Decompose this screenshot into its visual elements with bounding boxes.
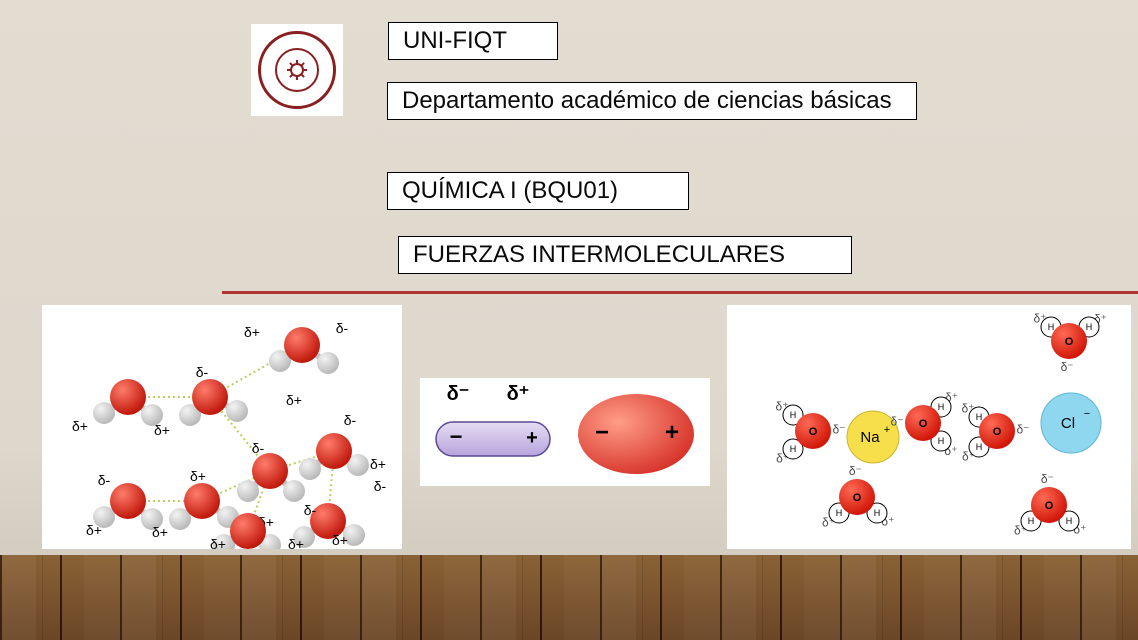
svg-text:H: H xyxy=(1028,516,1035,526)
svg-text:δ-: δ- xyxy=(374,478,387,494)
svg-text:O: O xyxy=(809,426,818,438)
svg-text:δ⁻: δ⁻ xyxy=(1016,423,1029,437)
logo-seal xyxy=(258,31,336,109)
svg-text:δ⁻: δ⁻ xyxy=(1061,360,1074,374)
svg-text:H: H xyxy=(976,442,983,452)
svg-text:H: H xyxy=(938,436,945,446)
course-code: QUÍMICA I (BQU01) xyxy=(387,172,689,210)
svg-text:H: H xyxy=(836,508,843,518)
topic-title: FUERZAS INTERMOLECULARES xyxy=(398,236,852,274)
floor-texture xyxy=(0,555,1138,640)
svg-text:δ⁻: δ⁻ xyxy=(849,464,862,478)
svg-text:O: O xyxy=(1045,500,1054,512)
svg-text:O: O xyxy=(1065,336,1074,348)
svg-text:δ⁻: δ⁻ xyxy=(447,383,470,405)
svg-text:δ-: δ- xyxy=(336,320,349,336)
svg-text:−: − xyxy=(450,424,463,449)
svg-text:O: O xyxy=(919,418,928,430)
svg-text:−: − xyxy=(595,419,609,446)
svg-text:H: H xyxy=(874,508,881,518)
figure-dipole: δ⁻ δ⁺ − + − + xyxy=(420,378,710,486)
svg-text:+: + xyxy=(665,419,679,446)
svg-text:H: H xyxy=(938,402,945,412)
svg-text:δ-: δ- xyxy=(98,472,111,488)
svg-text:δ+: δ+ xyxy=(332,532,348,548)
svg-text:H: H xyxy=(790,410,797,420)
svg-text:δ-: δ- xyxy=(252,440,265,456)
department-name: Departamento académico de ciencias básic… xyxy=(387,82,917,120)
institution-title: UNI-FIQT xyxy=(388,22,558,60)
svg-text:δ+: δ+ xyxy=(86,522,102,538)
svg-text:δ⁻: δ⁻ xyxy=(891,415,904,429)
svg-text:−: − xyxy=(1084,408,1090,420)
svg-text:O: O xyxy=(993,426,1002,438)
university-logo xyxy=(251,24,343,116)
svg-text:δ⁻: δ⁻ xyxy=(1041,472,1054,486)
section-divider xyxy=(222,291,1138,294)
svg-text:Na: Na xyxy=(860,429,880,446)
svg-text:δ-: δ- xyxy=(344,412,357,428)
svg-text:H: H xyxy=(790,444,797,454)
svg-text:δ+: δ+ xyxy=(288,536,304,549)
svg-text:δ⁻: δ⁻ xyxy=(832,423,845,437)
svg-text:+: + xyxy=(526,427,538,449)
svg-text:δ+: δ+ xyxy=(152,524,168,540)
svg-text:δ+: δ+ xyxy=(244,324,260,340)
figure-ion-solvation: Na+Cl−δ⁺δ⁺HHOδ⁻δ⁺δ⁺HHOδ⁻δ⁺δ⁺HHOδ⁻δ⁺δ⁺HHO… xyxy=(727,305,1131,549)
svg-text:H: H xyxy=(1048,322,1055,332)
svg-text:+: + xyxy=(884,424,890,436)
svg-text:δ+: δ+ xyxy=(210,536,226,549)
svg-text:δ-: δ- xyxy=(304,502,317,518)
figure-hydrogen-bonds: δ+δ-δ-δ+δ-δ+δ-δ-δ+δ+δ-δ+δ+δ+δ+δ-δ+δ+δ+ xyxy=(42,305,402,549)
svg-text:O: O xyxy=(853,492,862,504)
svg-text:H: H xyxy=(1066,516,1073,526)
svg-text:δ-: δ- xyxy=(196,364,209,380)
svg-text:Cl: Cl xyxy=(1061,415,1075,432)
svg-text:δ+: δ+ xyxy=(370,456,386,472)
gear-icon xyxy=(285,58,309,82)
svg-text:δ+: δ+ xyxy=(286,392,302,408)
svg-text:δ+: δ+ xyxy=(154,422,170,438)
svg-text:δ⁺: δ⁺ xyxy=(507,383,530,405)
svg-text:δ+: δ+ xyxy=(72,418,88,434)
svg-text:H: H xyxy=(976,412,983,422)
svg-text:δ+: δ+ xyxy=(190,468,206,484)
svg-text:H: H xyxy=(1086,322,1093,332)
